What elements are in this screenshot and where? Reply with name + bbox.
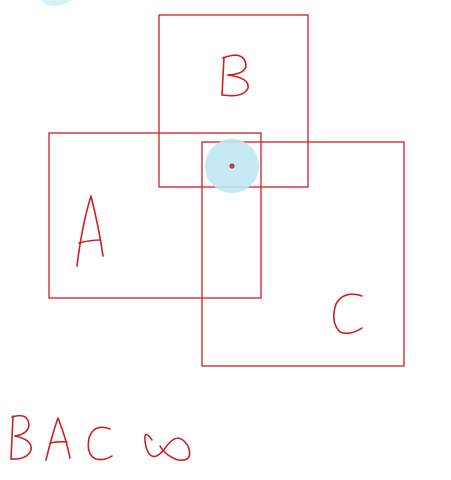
annotation-c <box>87 426 113 461</box>
box-a <box>48 132 262 299</box>
corner-halo-fragment <box>42 0 72 6</box>
handwritten-annotation <box>10 414 191 462</box>
box-c <box>201 141 405 367</box>
handwritten-label-b <box>221 54 249 97</box>
annotation-a <box>45 417 71 461</box>
infinity-icon <box>144 433 191 462</box>
annotation-b <box>10 414 32 460</box>
cursor-dot <box>229 163 235 169</box>
handwritten-label-a <box>76 195 104 267</box>
handwritten-label-c <box>332 293 363 335</box>
